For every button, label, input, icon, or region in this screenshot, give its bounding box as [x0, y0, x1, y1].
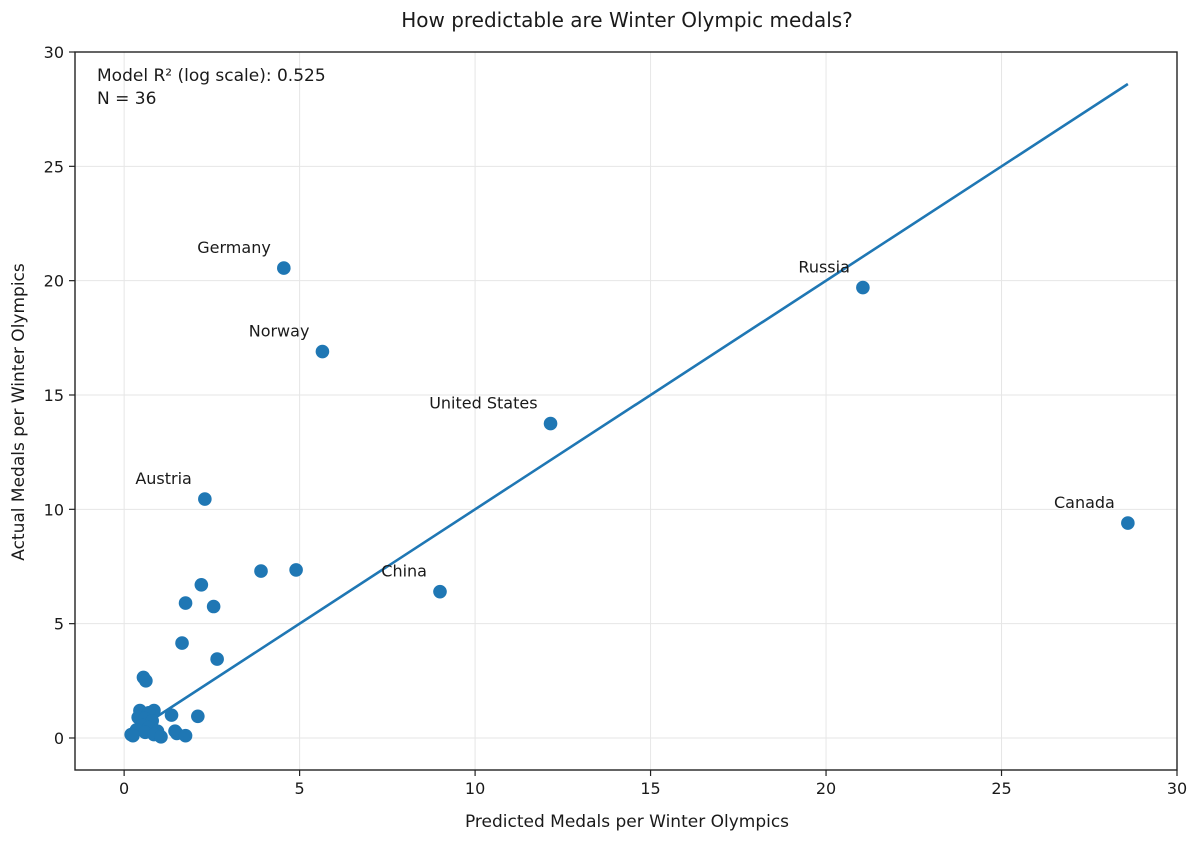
data-point	[198, 492, 212, 506]
data-point	[277, 261, 291, 275]
y-tick-label: 0	[54, 729, 64, 748]
point-label: Austria	[135, 469, 192, 488]
point-labels-group: Germany Russia Norway United States Austria C…	[135, 238, 1115, 581]
point-label: China	[381, 562, 427, 581]
x-tick-label: 0	[119, 779, 129, 798]
point-label: Germany	[197, 238, 271, 257]
data-point	[178, 596, 193, 610]
point-label: United States	[429, 394, 537, 413]
x-tick-label: 20	[816, 779, 836, 798]
fit-line-group	[144, 82, 1129, 726]
y-tick-label: 5	[54, 615, 64, 634]
y-tick-label: 10	[44, 500, 64, 519]
y-tick-label: 15	[44, 386, 64, 405]
point-label: Russia	[798, 258, 849, 277]
x-tick-label: 5	[295, 779, 305, 798]
y-tick-label: 25	[44, 157, 64, 176]
y-axis-label: Actual Medals per Winter Olympics	[9, 263, 29, 561]
data-point	[191, 709, 205, 724]
data-point	[289, 563, 303, 577]
data-point	[175, 636, 189, 650]
annotation-r2: Model R² (log scale): 0.525	[97, 66, 326, 86]
data-point	[194, 577, 209, 592]
data-point	[139, 674, 153, 688]
y-axis-ticks: 0 5 10 15 20 25 30	[44, 43, 75, 748]
point-label: Canada	[1054, 493, 1115, 512]
data-point	[543, 416, 558, 431]
data-point	[856, 280, 870, 295]
x-tick-label: 25	[991, 779, 1011, 798]
x-tick-label: 30	[1167, 779, 1187, 798]
y-tick-label: 30	[44, 43, 64, 62]
y-tick-label: 20	[44, 272, 64, 291]
data-point	[178, 728, 193, 743]
data-point	[315, 344, 330, 359]
data-point	[1121, 516, 1135, 530]
plot-frame	[74, 51, 1178, 771]
points-group	[124, 261, 1135, 744]
x-axis-label: Predicted Medals per Winter Olympics	[465, 812, 789, 832]
data-point	[254, 564, 268, 578]
fit-line	[144, 82, 1129, 726]
point-label: Norway	[249, 322, 310, 341]
annotation-n: N = 36	[97, 89, 156, 109]
chart-title: How predictable are Winter Olympic medal…	[401, 8, 853, 32]
x-axis-ticks: 0 5 10 15 20 25 30	[119, 770, 1187, 798]
x-tick-label: 10	[465, 779, 485, 798]
data-point	[210, 652, 224, 666]
x-tick-label: 15	[640, 779, 660, 798]
data-point	[154, 730, 168, 744]
data-point	[126, 728, 140, 743]
data-point	[164, 708, 179, 722]
data-point	[206, 599, 221, 614]
data-point	[433, 584, 447, 599]
